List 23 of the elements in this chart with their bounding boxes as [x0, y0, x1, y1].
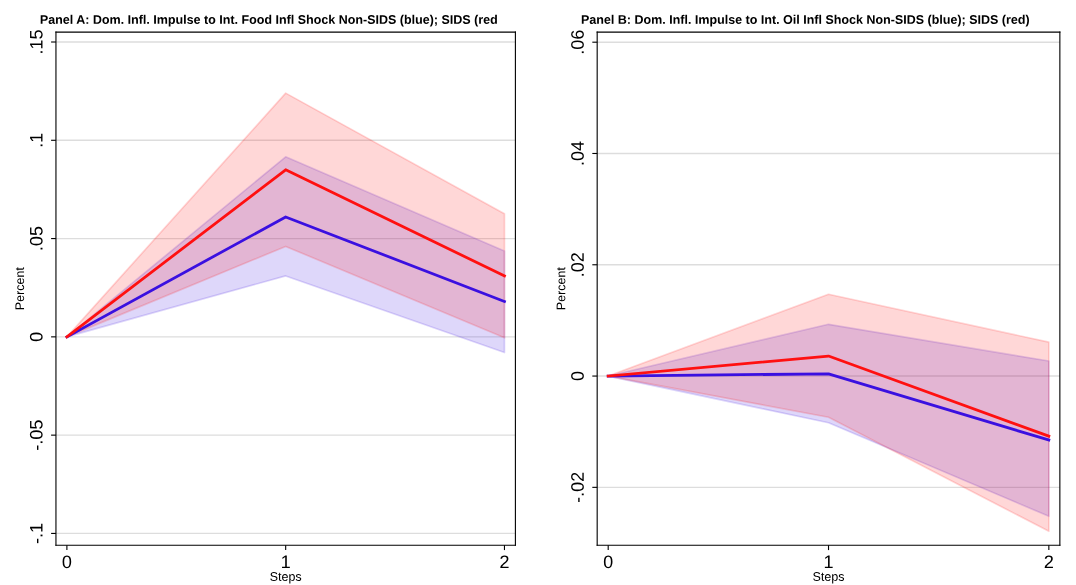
y-tick-label: 0	[571, 371, 584, 381]
y-tick-label: 0	[29, 332, 43, 342]
y-tick-label: .02	[571, 253, 584, 276]
x-tick-label: 1	[282, 555, 290, 569]
y-tick-label: .06	[571, 30, 584, 54]
y-axis-title: Percent	[15, 267, 25, 310]
chart-title: Panel B: Dom. Infl. Impulse to Int. Oil Infl Shock Non-SIDS (blue); SIDS (red)	[581, 14, 1029, 27]
x-tick-label: 0	[62, 555, 72, 569]
y-axis-title: Percent	[556, 267, 566, 310]
y-tick-label: -.1	[30, 523, 43, 544]
y-tick-label: -.02	[571, 472, 584, 503]
x-tick-label: 2	[1044, 555, 1053, 569]
x-tick-label: 2	[500, 555, 509, 569]
x-axis-title: Steps	[270, 572, 302, 584]
y-tick-label: -.05	[29, 420, 43, 450]
chart-title: Panel A: Dom. Infl. Impulse to Int. Food Infl Shock Non-SIDS (blue); SIDS (red	[40, 14, 497, 27]
x-tick-label: 1	[824, 555, 833, 569]
x-tick-label: 0	[603, 555, 613, 569]
y-tick-label: .1	[30, 133, 43, 147]
x-axis-title: Steps	[813, 572, 845, 584]
y-tick-label: .15	[30, 30, 43, 53]
y-tick-label: .05	[29, 226, 43, 250]
y-tick-label: .04	[571, 141, 584, 165]
